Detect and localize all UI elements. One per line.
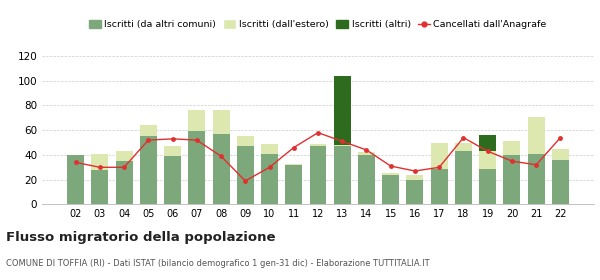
Bar (310, 146, 326, 204)
Bar (431, 143, 448, 169)
Text: COMUNE DI TOFFIA (RI) - Dati ISTAT (bilancio demografico 1 gen-31 dic) - Elabora: COMUNE DI TOFFIA (RI) - Dati ISTAT (bila… (6, 259, 430, 268)
Bar (406, 180, 424, 204)
Bar (552, 160, 569, 204)
Bar (285, 164, 302, 165)
Bar (552, 149, 569, 160)
Bar (479, 151, 496, 169)
Bar (503, 155, 520, 204)
Bar (237, 146, 254, 204)
Bar (382, 174, 399, 175)
Bar (67, 155, 84, 204)
Bar (140, 125, 157, 136)
Bar (503, 141, 520, 155)
Bar (188, 110, 205, 131)
Bar (237, 136, 254, 146)
Bar (455, 143, 472, 151)
Bar (431, 169, 448, 204)
Bar (91, 170, 109, 204)
Bar (261, 144, 278, 154)
Bar (140, 136, 157, 204)
Bar (406, 175, 424, 180)
Bar (285, 165, 302, 204)
Bar (91, 154, 109, 170)
Bar (164, 156, 181, 204)
Bar (455, 151, 472, 204)
Bar (527, 154, 545, 204)
Bar (479, 169, 496, 204)
Bar (116, 151, 133, 161)
Text: Flusso migratorio della popolazione: Flusso migratorio della popolazione (6, 231, 275, 244)
Bar (334, 146, 351, 204)
Bar (310, 144, 326, 146)
Bar (212, 110, 230, 134)
Bar (479, 135, 496, 151)
Bar (527, 116, 545, 154)
Bar (358, 152, 375, 155)
Bar (212, 134, 230, 204)
Bar (382, 175, 399, 204)
Bar (358, 155, 375, 204)
Legend: Iscritti (da altri comuni), Iscritti (dall'estero), Iscritti (altri), Cancellati: Iscritti (da altri comuni), Iscritti (da… (86, 16, 550, 33)
Bar (334, 76, 351, 145)
Bar (334, 145, 351, 146)
Bar (188, 131, 205, 204)
Bar (261, 154, 278, 204)
Bar (116, 161, 133, 204)
Bar (164, 146, 181, 156)
